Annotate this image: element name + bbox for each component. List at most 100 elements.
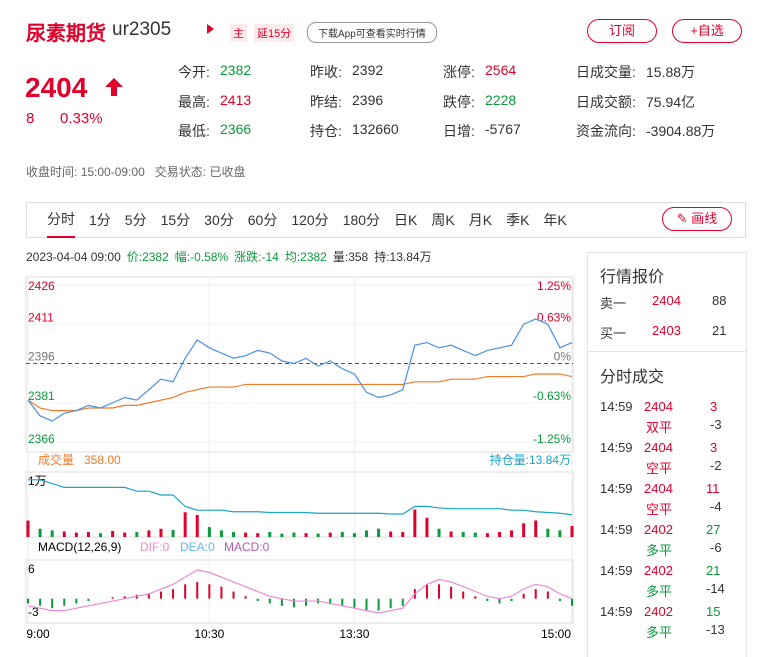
stat-value: 2564	[485, 62, 517, 78]
volume-bar	[207, 527, 211, 537]
trade-chg: -13	[706, 622, 725, 637]
stat-label: 最高:	[178, 93, 210, 110]
tab[interactable]: 分时	[47, 202, 75, 238]
macd-bar	[184, 584, 187, 599]
watch-button[interactable]: +自选	[672, 19, 742, 43]
oi-label: 持仓量:13.84万	[490, 452, 571, 467]
trade-chg: -14	[706, 581, 725, 596]
volume-bar	[328, 532, 332, 537]
macd-bar	[232, 591, 235, 599]
pct-tick-label: -0.63%	[533, 389, 571, 403]
macd-bar	[498, 598, 501, 604]
macd-bar	[244, 596, 247, 599]
tab[interactable]: 季K	[506, 212, 530, 228]
macd-bar	[51, 598, 54, 609]
pct: 0.33%	[60, 110, 103, 127]
stat-label: 昨收:	[310, 64, 342, 80]
state-value: 已收盘	[209, 165, 246, 179]
macd-bar	[522, 593, 525, 599]
volume-bar	[485, 533, 489, 537]
macd-bar	[571, 598, 573, 606]
stat-label: 资金流向:	[576, 123, 636, 139]
macd-bar	[268, 598, 271, 604]
macd-bar	[27, 598, 29, 604]
trade-time: 14:59	[600, 399, 633, 414]
trade-chg: -4	[710, 499, 722, 514]
info-item: 持:13.84万	[374, 250, 432, 264]
macd-bar	[111, 597, 114, 599]
subscribe: 订阅	[608, 23, 635, 38]
y-tick-label: 2411	[28, 310, 54, 324]
volume-bar	[534, 520, 538, 537]
volume-bar	[401, 532, 405, 537]
info-item: 涨跌:-14	[234, 250, 279, 264]
y-tick-label: 2396	[28, 350, 55, 364]
macd-bar	[39, 598, 42, 606]
download[interactable]: 下载App可查看实时行情	[307, 22, 437, 43]
macd-bar	[462, 591, 465, 599]
stat-value: 132660	[352, 121, 399, 137]
trade-price: 2402	[644, 522, 673, 537]
macd-bar	[292, 598, 295, 608]
stat-value: 2228	[485, 91, 517, 108]
trade-vol: 21	[706, 563, 721, 578]
panel	[25, 471, 574, 538]
macd-bar	[208, 584, 211, 599]
tab[interactable]: 180分	[342, 212, 381, 228]
volume-bar	[522, 523, 526, 537]
macd-bar	[159, 591, 162, 599]
status: 收盘时间: 15:00-09:00 交易状态: 已收盘	[26, 163, 245, 180]
play-icon	[207, 24, 214, 34]
close-label: 收盘时间:	[26, 165, 78, 179]
vol-tick-label: 1万	[28, 474, 47, 488]
stat-value: 15.88万	[646, 64, 696, 80]
tab[interactable]: 5分	[124, 212, 147, 228]
trade-chg: -6	[710, 540, 722, 555]
book-vol: 21	[712, 323, 727, 338]
macd-bar	[389, 598, 392, 609]
tab[interactable]: 60分	[247, 212, 278, 228]
panel	[25, 276, 574, 453]
chart: 2426 1.25% 2411 0.63% 2396 0% 2381 -0.63% 2366 -1…	[25, 276, 574, 641]
draw-button[interactable]: ✎ 画线	[662, 207, 732, 231]
state-label: 交易状态:	[154, 165, 207, 179]
subscribe-button[interactable]: 订阅	[587, 19, 657, 43]
tab[interactable]: 15分	[160, 212, 191, 228]
trade-type: 多平	[646, 543, 673, 558]
volume-bar	[159, 528, 163, 537]
x-tick-label: 10:30	[194, 627, 224, 641]
trade-type: 多平	[646, 584, 673, 599]
name: 尿素期货	[26, 23, 106, 45]
tab[interactable]: 30分	[204, 212, 234, 228]
tab[interactable]: 周K	[431, 212, 455, 228]
volume-bar	[62, 531, 66, 537]
volume-bar	[461, 532, 465, 537]
tab[interactable]: 月K	[468, 212, 493, 228]
pct-tick-label: -1.25%	[533, 432, 571, 446]
stat-label: 昨结:	[310, 93, 342, 110]
stat-label: 持仓:	[310, 123, 342, 139]
trade-price: 2404	[644, 399, 673, 414]
draw: 画线	[691, 211, 718, 226]
book-vol: 88	[712, 293, 727, 308]
trade-time: 14:59	[600, 522, 633, 537]
stat-value: 2413	[220, 91, 252, 108]
macd-bar	[220, 586, 223, 599]
tab[interactable]: 年K	[543, 212, 567, 228]
trade-vol: 27	[706, 522, 721, 537]
macd-bar	[377, 598, 380, 611]
info-item: 均:2382	[284, 250, 327, 264]
stat-value: 2392	[352, 62, 384, 78]
volume-bar	[50, 530, 54, 537]
macd-bar	[401, 598, 404, 606]
price: 2404	[25, 72, 88, 103]
macd-bar	[63, 598, 66, 606]
macd-bar	[75, 598, 78, 604]
x-tick-label: 15:00	[541, 627, 571, 641]
volume-bar	[99, 533, 103, 537]
tab[interactable]: 120分	[291, 212, 329, 228]
volume-bar	[389, 531, 393, 537]
stat-value: -5767	[485, 121, 521, 137]
tab[interactable]: 1分	[89, 212, 111, 228]
tab[interactable]: 日K	[394, 212, 418, 228]
